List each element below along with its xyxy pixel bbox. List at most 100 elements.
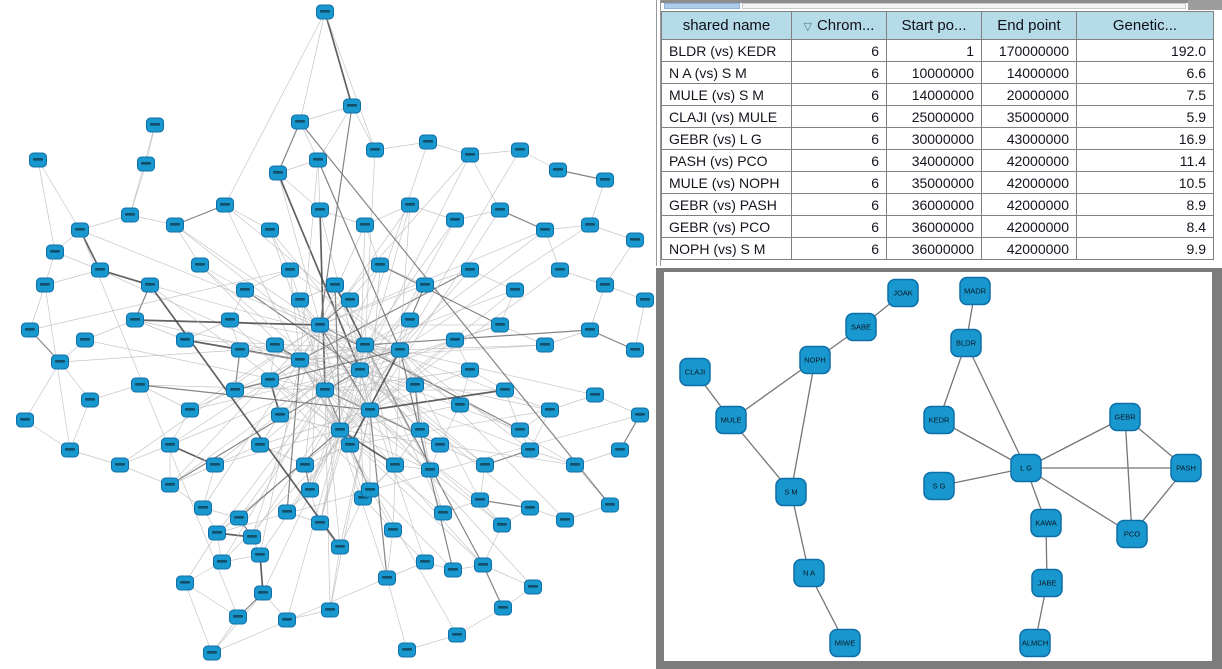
network-node[interactable] (309, 152, 327, 168)
cell-value[interactable]: 5.9 (1076, 105, 1214, 128)
network-node[interactable] (166, 217, 184, 233)
network-node[interactable] (611, 442, 629, 458)
cell-value[interactable]: 6 (791, 237, 887, 260)
network-node[interactable] (366, 142, 384, 158)
network-node[interactable] (36, 277, 54, 293)
network-node[interactable] (111, 457, 129, 473)
network-node[interactable] (146, 117, 164, 133)
cell-value[interactable]: 6 (791, 149, 887, 172)
network-node[interactable] (494, 600, 512, 616)
cell-value[interactable]: 36000000 (886, 215, 982, 238)
network-node[interactable] (213, 554, 231, 570)
cell-value[interactable]: 14000000 (981, 61, 1077, 84)
cell-value[interactable]: 36000000 (886, 193, 982, 216)
network-node-madr[interactable]: MADR (959, 276, 991, 306)
network-node[interactable] (291, 114, 309, 130)
column-header-start-po---[interactable]: Start po... (886, 11, 982, 40)
network-node[interactable] (371, 257, 389, 273)
network-node[interactable] (311, 202, 329, 218)
network-node[interactable] (434, 505, 452, 521)
cell-shared-name[interactable]: GEBR (vs) PASH (661, 193, 792, 216)
cell-shared-name[interactable]: CLAJI (vs) MULE (661, 105, 792, 128)
cell-value[interactable]: 6 (791, 39, 887, 62)
network-node[interactable] (311, 317, 329, 333)
network-node[interactable] (566, 457, 584, 473)
table-row[interactable]: MULE (vs) NOPH 6 35000000 42000000 10.5 (661, 171, 1214, 194)
main-network-canvas[interactable] (0, 0, 656, 669)
network-node[interactable] (261, 372, 279, 388)
network-node[interactable] (216, 197, 234, 213)
network-node[interactable] (71, 222, 89, 238)
table-row[interactable]: GEBR (vs) PASH 6 36000000 42000000 8.9 (661, 193, 1214, 216)
node-shape[interactable] (1109, 402, 1141, 432)
network-node[interactable] (316, 382, 334, 398)
network-node[interactable] (596, 277, 614, 293)
cell-shared-name[interactable]: GEBR (vs) L G (661, 127, 792, 150)
network-node[interactable] (291, 352, 309, 368)
network-node[interactable] (386, 457, 404, 473)
network-node-jabe[interactable]: JABE (1031, 568, 1063, 598)
scrollbar-track[interactable] (742, 3, 1186, 9)
sub-network-canvas[interactable]: JOAK SABE NOPH CLAJI MULE KEDR S M N A MIWE MADR B… (664, 272, 1212, 661)
network-node[interactable] (416, 554, 434, 570)
network-node[interactable] (161, 477, 179, 493)
node-shape[interactable] (679, 357, 711, 387)
network-node[interactable] (431, 437, 449, 453)
cell-value[interactable]: 16.9 (1076, 127, 1214, 150)
cell-value[interactable]: 34000000 (886, 149, 982, 172)
network-node[interactable] (419, 134, 437, 150)
network-node[interactable] (161, 437, 179, 453)
node-shape[interactable] (1030, 508, 1062, 538)
network-node[interactable] (391, 342, 409, 358)
network-node[interactable] (261, 222, 279, 238)
node-shape[interactable] (923, 405, 955, 435)
network-node[interactable] (326, 277, 344, 293)
network-node[interactable] (331, 422, 349, 438)
node-shape[interactable] (793, 558, 825, 588)
cell-value[interactable]: 20000000 (981, 83, 1077, 106)
network-node-claji[interactable]: CLAJI (679, 357, 711, 387)
network-node[interactable] (356, 337, 374, 353)
cell-value[interactable]: 10.5 (1076, 171, 1214, 194)
network-node[interactable] (176, 332, 194, 348)
network-node[interactable] (416, 277, 434, 293)
network-node[interactable] (493, 517, 511, 533)
node-shape[interactable] (775, 477, 807, 507)
cell-value[interactable]: 35000000 (981, 105, 1077, 128)
network-node[interactable] (626, 232, 644, 248)
table-row[interactable]: BLDR (vs) KEDR 6 1 170000000 192.0 (661, 39, 1214, 62)
network-edge[interactable] (965, 342, 1027, 469)
network-node[interactable] (398, 642, 416, 658)
cell-shared-name[interactable]: GEBR (vs) PCO (661, 215, 792, 238)
network-node[interactable] (476, 457, 494, 473)
network-node[interactable] (596, 172, 614, 188)
network-node[interactable] (76, 332, 94, 348)
network-node[interactable] (461, 262, 479, 278)
network-node[interactable] (16, 412, 34, 428)
node-shape[interactable] (829, 628, 861, 658)
network-node[interactable] (444, 562, 462, 578)
node-shape[interactable] (1019, 628, 1051, 658)
network-node[interactable] (521, 500, 539, 516)
network-node[interactable] (506, 282, 524, 298)
network-node[interactable] (448, 627, 466, 643)
network-node[interactable] (21, 322, 39, 338)
network-node[interactable] (141, 277, 159, 293)
cell-value[interactable]: 42000000 (981, 215, 1077, 238)
cell-value[interactable]: 42000000 (981, 149, 1077, 172)
network-node[interactable] (316, 4, 334, 20)
node-shape[interactable] (799, 345, 831, 375)
cell-value[interactable]: 6 (791, 83, 887, 106)
column-header-genetic---[interactable]: Genetic... (1076, 11, 1214, 40)
node-shape[interactable] (950, 328, 982, 358)
cell-value[interactable]: 6 (791, 61, 887, 84)
network-node[interactable] (321, 602, 339, 618)
network-node[interactable] (551, 262, 569, 278)
cell-value[interactable]: 170000000 (981, 39, 1077, 62)
network-node[interactable] (446, 332, 464, 348)
network-node[interactable] (496, 382, 514, 398)
filter-icon[interactable]: ▽ (803, 21, 812, 33)
network-node[interactable] (243, 529, 261, 545)
cell-shared-name[interactable]: PASH (vs) PCO (661, 149, 792, 172)
cell-shared-name[interactable]: NOPH (vs) S M (661, 237, 792, 260)
